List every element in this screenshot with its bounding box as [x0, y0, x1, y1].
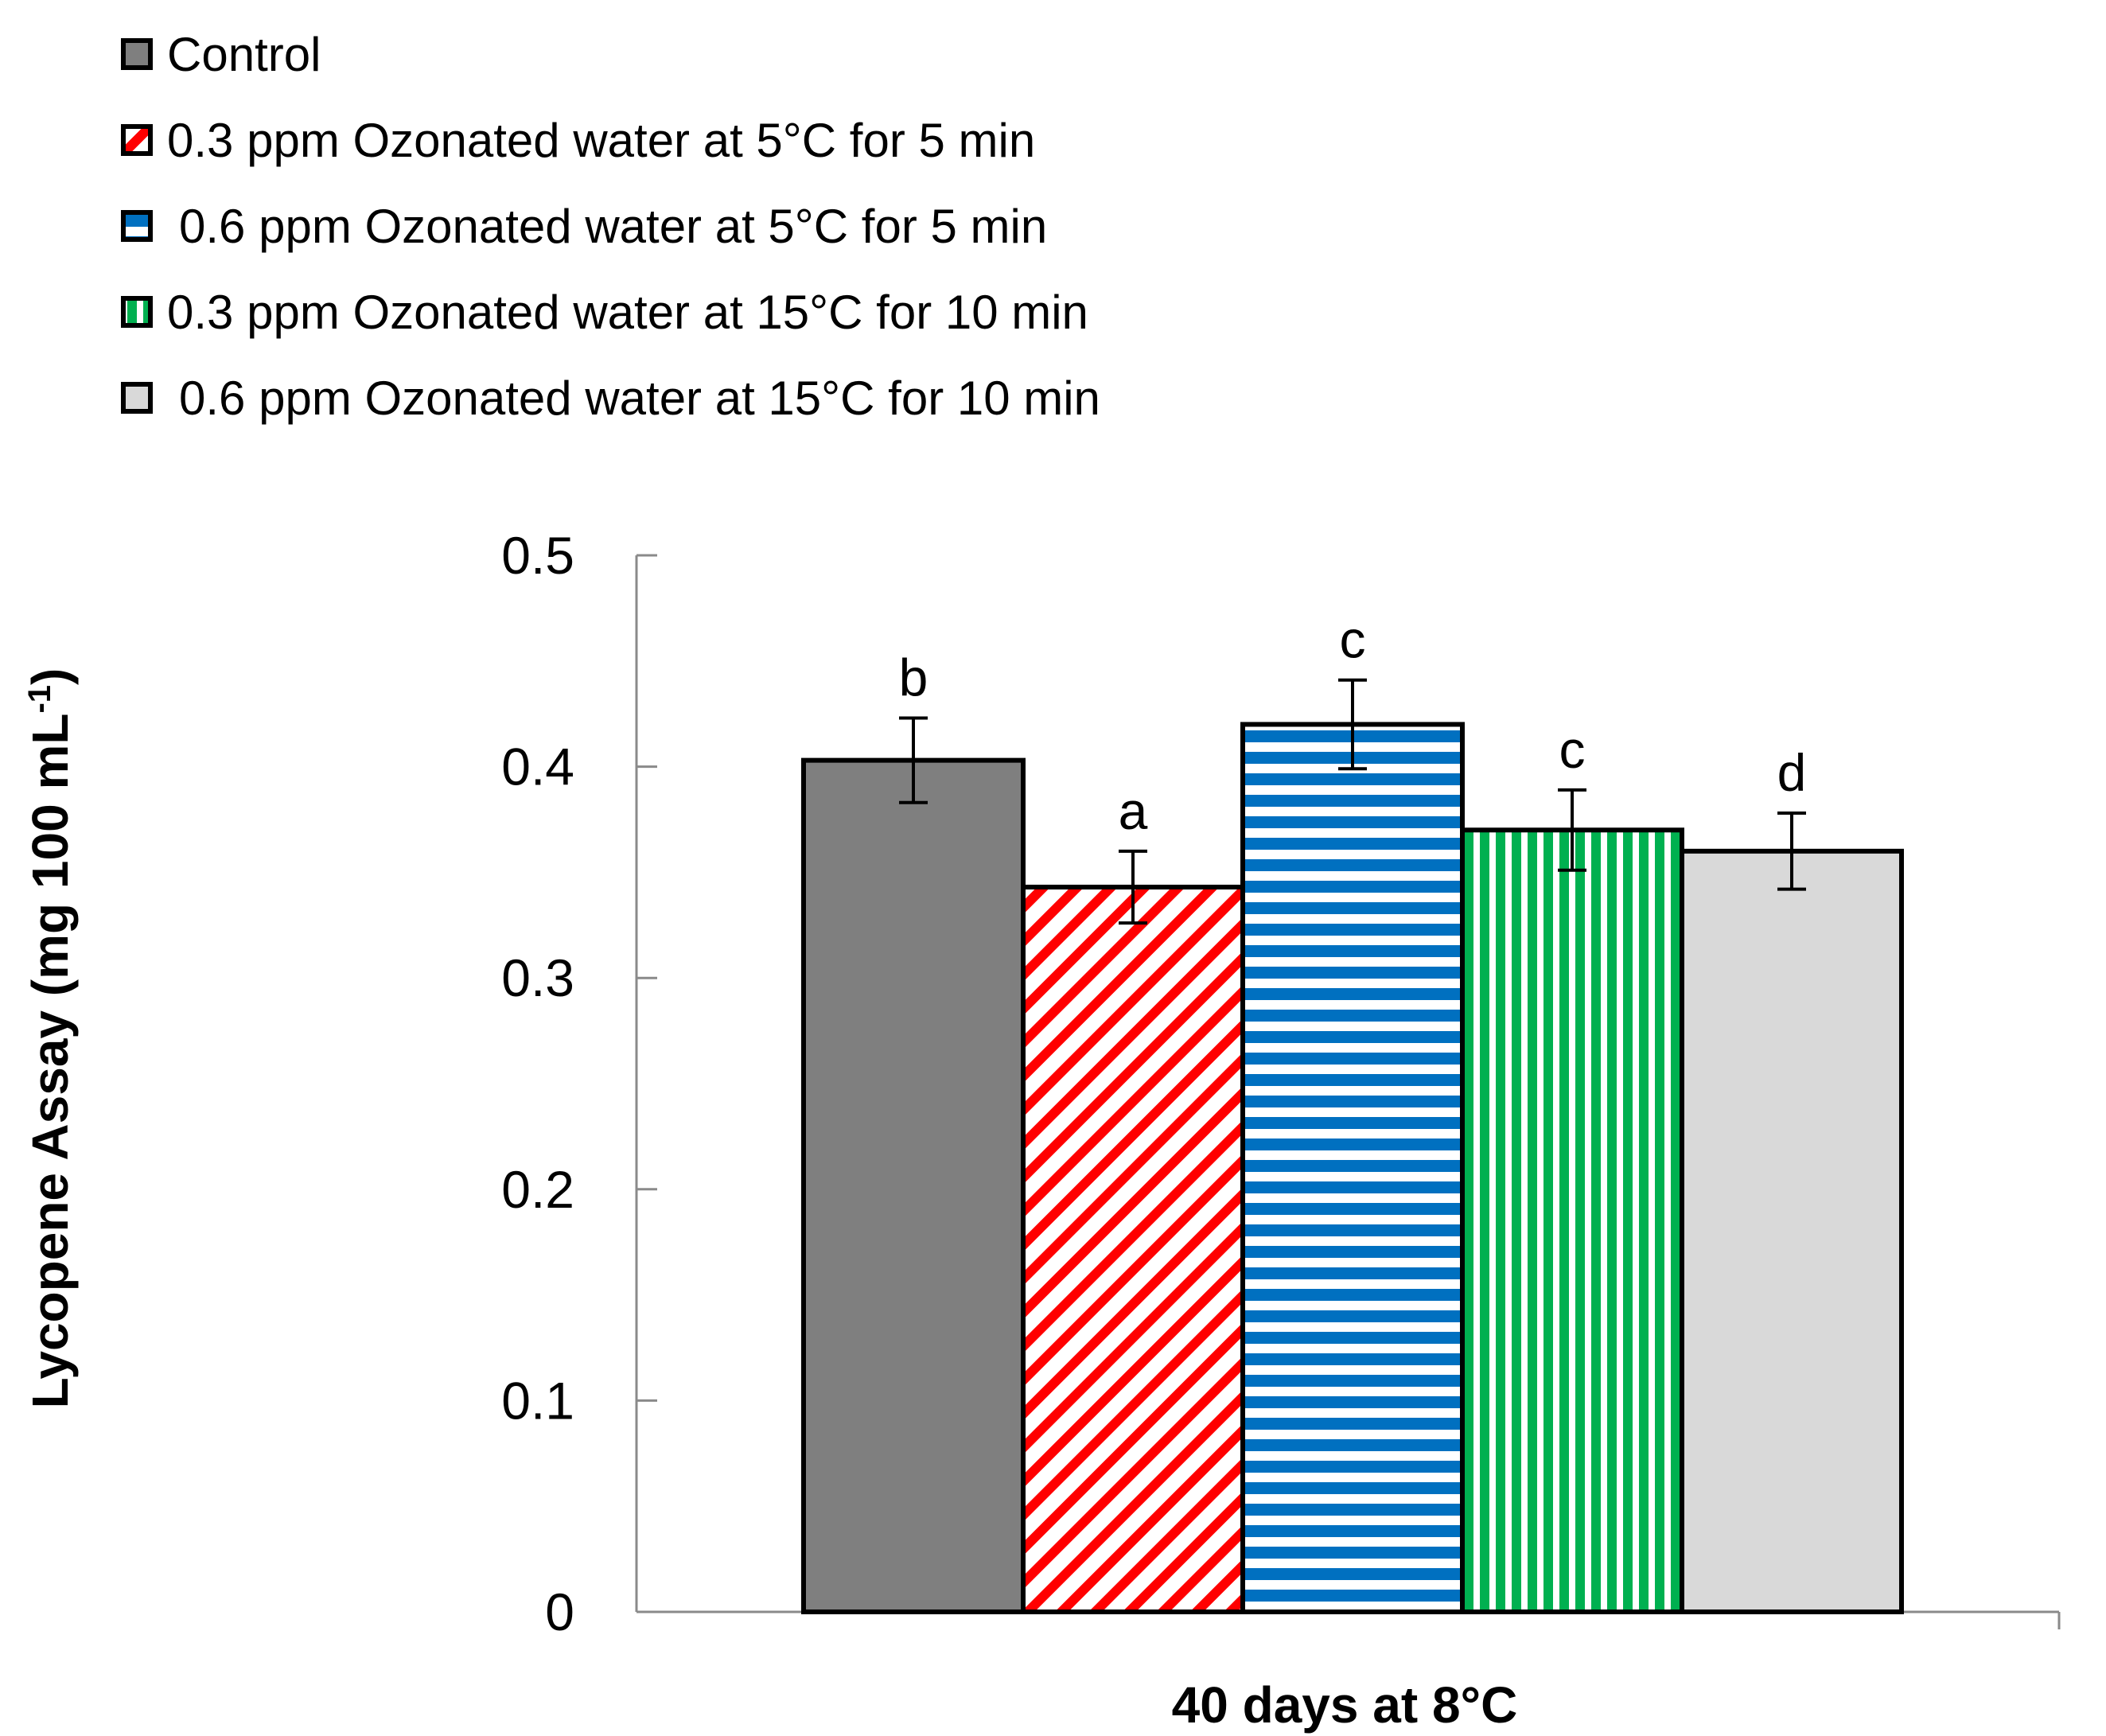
- y-tick-label: 0: [545, 1582, 574, 1641]
- legend-label: 0.6 ppm Ozonated water at 15°C for 10 mi…: [179, 372, 1100, 425]
- error-bar: [1558, 788, 1586, 872]
- bar: [801, 757, 1026, 1615]
- error-bar: [899, 716, 928, 804]
- plot-area: 0 0.1 0.2 0.3 0.4 0.5 b a c c d: [501, 526, 2061, 1641]
- legend-item: 0.6 ppm Ozonated water at 15°C for 10 mi…: [121, 372, 1100, 425]
- legend-swatch: [121, 382, 153, 414]
- error-bar: [1338, 678, 1367, 771]
- legend-item: 0.3 ppm Ozonated water at 5°C for 5 min: [121, 114, 1035, 167]
- legend-item: 0.6 ppm Ozonated water at 5°C for 5 min: [121, 200, 1047, 253]
- legend: Control 0.3 ppm Ozonated water at 5°C for…: [121, 28, 1100, 425]
- legend-label: 0.6 ppm Ozonated water at 5°C for 5 min: [179, 200, 1047, 253]
- y-tick-label: 0.4: [501, 738, 574, 796]
- y-axis-title-sup: -1: [22, 685, 57, 714]
- bar: [1460, 827, 1684, 1614]
- bar-fill: [1023, 886, 1243, 1612]
- legend-label: 0.3 ppm Ozonated water at 15°C for 10 mi…: [167, 286, 1088, 339]
- bar: [1240, 722, 1465, 1614]
- bar: [1680, 848, 1904, 1614]
- y-tick-label: 0.5: [501, 526, 574, 585]
- bar-fill: [1682, 850, 1902, 1612]
- bar-fill: [1243, 724, 1462, 1612]
- y-tick-label: 0.3: [501, 948, 574, 1007]
- legend-swatch: [121, 296, 153, 328]
- significance-letter: c: [1340, 610, 1366, 669]
- bar-fill: [804, 760, 1023, 1612]
- bars: [801, 722, 1904, 1615]
- error-bar: [1119, 849, 1147, 925]
- significance-letter: b: [899, 648, 928, 707]
- bar: [1021, 884, 1245, 1614]
- y-tick-label: 0.1: [501, 1371, 574, 1430]
- legend-item: Control: [121, 28, 321, 81]
- legend-label: 0.3 ppm Ozonated water at 5°C for 5 min: [167, 114, 1035, 167]
- legend-swatch: [121, 210, 153, 242]
- axes: 0 0.1 0.2 0.3 0.4 0.5: [501, 526, 2061, 1641]
- significance-letter: d: [1777, 743, 1807, 802]
- legend-swatch: [121, 124, 153, 156]
- error-bars: [899, 678, 1806, 925]
- significance-letter: c: [1559, 720, 1586, 779]
- significance-letter: a: [1119, 781, 1148, 840]
- significance-labels: b a c c d: [899, 610, 1807, 840]
- x-axis-title: 40 days at 8°C: [1172, 1676, 1518, 1734]
- y-tick-label: 0.2: [501, 1160, 574, 1219]
- bar-fill: [1462, 830, 1682, 1612]
- legend-label: Control: [167, 28, 321, 81]
- y-axis-title-main: Lycopene Assay (mg 100 mL: [21, 714, 79, 1409]
- y-axis-title-close: ): [21, 668, 79, 685]
- error-bar: [1777, 812, 1806, 891]
- y-axis-title: Lycopene Assay (mg 100 mL-1): [21, 668, 79, 1409]
- legend-item: 0.3 ppm Ozonated water at 15°C for 10 mi…: [121, 286, 1088, 339]
- legend-swatch: [121, 38, 153, 70]
